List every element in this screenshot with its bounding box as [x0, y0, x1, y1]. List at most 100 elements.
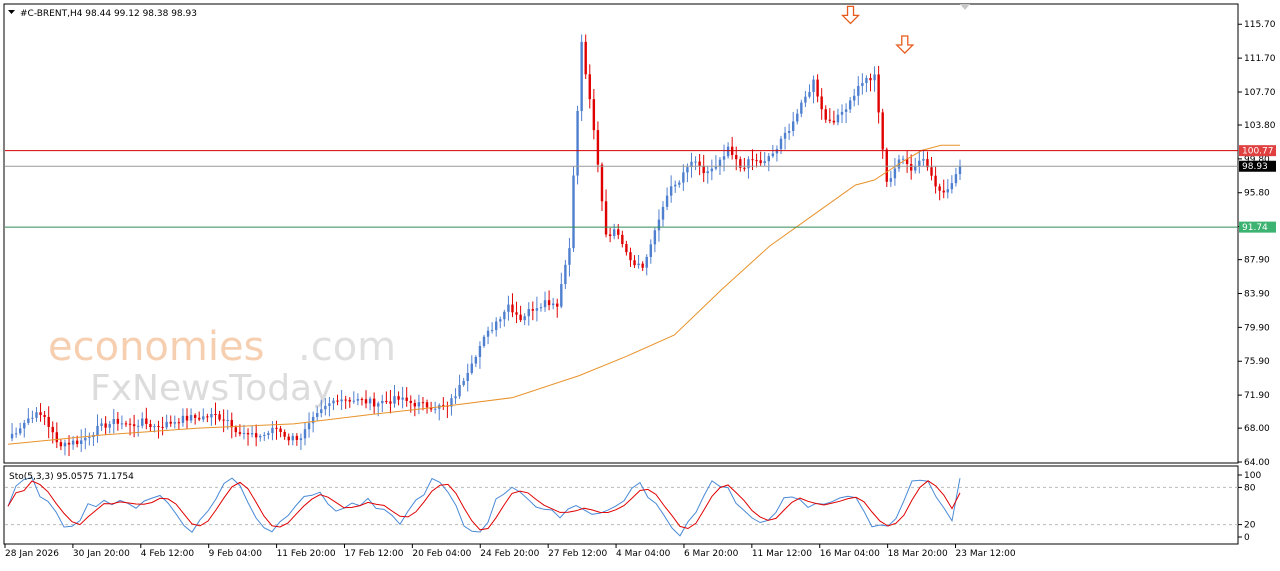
stochastic-oscillator: 100 80 20 0 [5, 471, 1261, 543]
candle-body [568, 248, 571, 265]
x-tick-label: 23 Mar 12:00 [956, 549, 1016, 559]
candle-body [381, 400, 384, 404]
candle-body [702, 165, 705, 174]
osc-tick-label: 80 [1244, 483, 1256, 493]
candle-body [694, 161, 697, 163]
candle-body [832, 120, 836, 123]
candle-body [551, 303, 555, 306]
scroll-marker-icon[interactable] [960, 4, 970, 10]
candle-body [344, 399, 347, 401]
candle-body [352, 400, 356, 402]
candle-body [665, 195, 669, 207]
watermark-fxnewstoday: FxNewsToday [90, 368, 333, 409]
candle-body [800, 102, 803, 114]
candle-body [747, 159, 750, 169]
candle-body [503, 311, 506, 320]
candle-body [714, 166, 718, 169]
y-tick-label: 68.00 [1244, 424, 1270, 434]
candle-body [198, 417, 201, 420]
candle-body [881, 112, 884, 150]
candle-body [588, 74, 591, 100]
candle-body [779, 138, 783, 150]
candle-body [10, 433, 14, 439]
candle-body [486, 330, 490, 337]
candle-body [324, 405, 327, 410]
candle-body [27, 418, 30, 423]
candle-body [470, 363, 473, 373]
candle-body [63, 442, 67, 447]
osc-tick-label: 0 [1244, 533, 1250, 543]
last-price-label: 98.93 [1242, 162, 1268, 172]
candle-body [812, 79, 815, 93]
y-tick-label: 99.80 [1244, 155, 1270, 165]
candle-body [283, 431, 286, 437]
candle-body [295, 435, 299, 440]
candle-body [844, 109, 848, 112]
down-arrow-icon [895, 35, 915, 54]
x-tick-label: 9 Feb 04:00 [209, 549, 263, 559]
x-tick-label: 4 Mar 04:00 [616, 549, 671, 559]
candle-body [482, 336, 486, 346]
y-tick-label: 79.90 [1244, 323, 1270, 333]
candle-body [234, 427, 238, 433]
candle-body [112, 419, 115, 425]
candle-body [698, 161, 701, 166]
candle-body [120, 423, 124, 425]
candle-body [458, 384, 461, 397]
last-price-label-bg [1239, 160, 1276, 172]
candle-body [51, 426, 54, 433]
candle-body [177, 422, 181, 424]
candle-body [311, 416, 315, 424]
stoch-main-line [7, 477, 961, 537]
candle-body [360, 399, 364, 401]
candle-body [547, 300, 551, 306]
x-tick-label: 17 Feb 12:00 [344, 549, 403, 559]
candle-body [405, 397, 408, 401]
candle-body [478, 345, 482, 357]
candle-body [641, 263, 644, 268]
candle-body [633, 260, 636, 266]
candle-body [202, 416, 205, 420]
candle-body [926, 159, 929, 168]
candle-body [210, 414, 213, 418]
y-tick-label: 103.80 [1244, 121, 1276, 131]
candle-body [222, 419, 225, 421]
candle-body [861, 83, 864, 86]
candle-body [905, 158, 909, 164]
candle-body [543, 300, 547, 308]
candle-body [783, 132, 787, 139]
candle-body [336, 400, 339, 402]
candle-body [539, 307, 543, 309]
candle-body [889, 178, 893, 182]
candle-body [397, 396, 400, 400]
candle-body [796, 113, 799, 122]
down-arrow-icon [840, 5, 861, 25]
candle-body [14, 433, 18, 435]
candle-body [230, 420, 233, 428]
candle-body [238, 432, 242, 434]
candle-body [775, 149, 779, 154]
candle-body [873, 74, 876, 81]
y-tick-label: 107.70 [1244, 88, 1276, 98]
candle-body [401, 397, 404, 400]
candle-body [181, 415, 185, 423]
candle-body [938, 186, 941, 191]
candle-body [914, 166, 917, 171]
candle-body [206, 416, 209, 418]
candle-body [743, 167, 746, 169]
candle-body [271, 427, 274, 434]
candle-body [657, 219, 661, 231]
candle-body [584, 41, 587, 75]
candle-body [572, 175, 575, 249]
y-tick-label: 75.90 [1244, 357, 1270, 367]
candle-body [340, 399, 343, 402]
candle-body [259, 435, 262, 438]
horizontal-lines[interactable]: 100.77 91.74 98.93 [5, 145, 1276, 233]
candle-body [596, 130, 600, 165]
candle-body [425, 402, 429, 408]
candle-body [840, 111, 844, 115]
triangle-down-icon[interactable] [8, 10, 15, 14]
y-tick-label: 115.70 [1244, 20, 1276, 30]
